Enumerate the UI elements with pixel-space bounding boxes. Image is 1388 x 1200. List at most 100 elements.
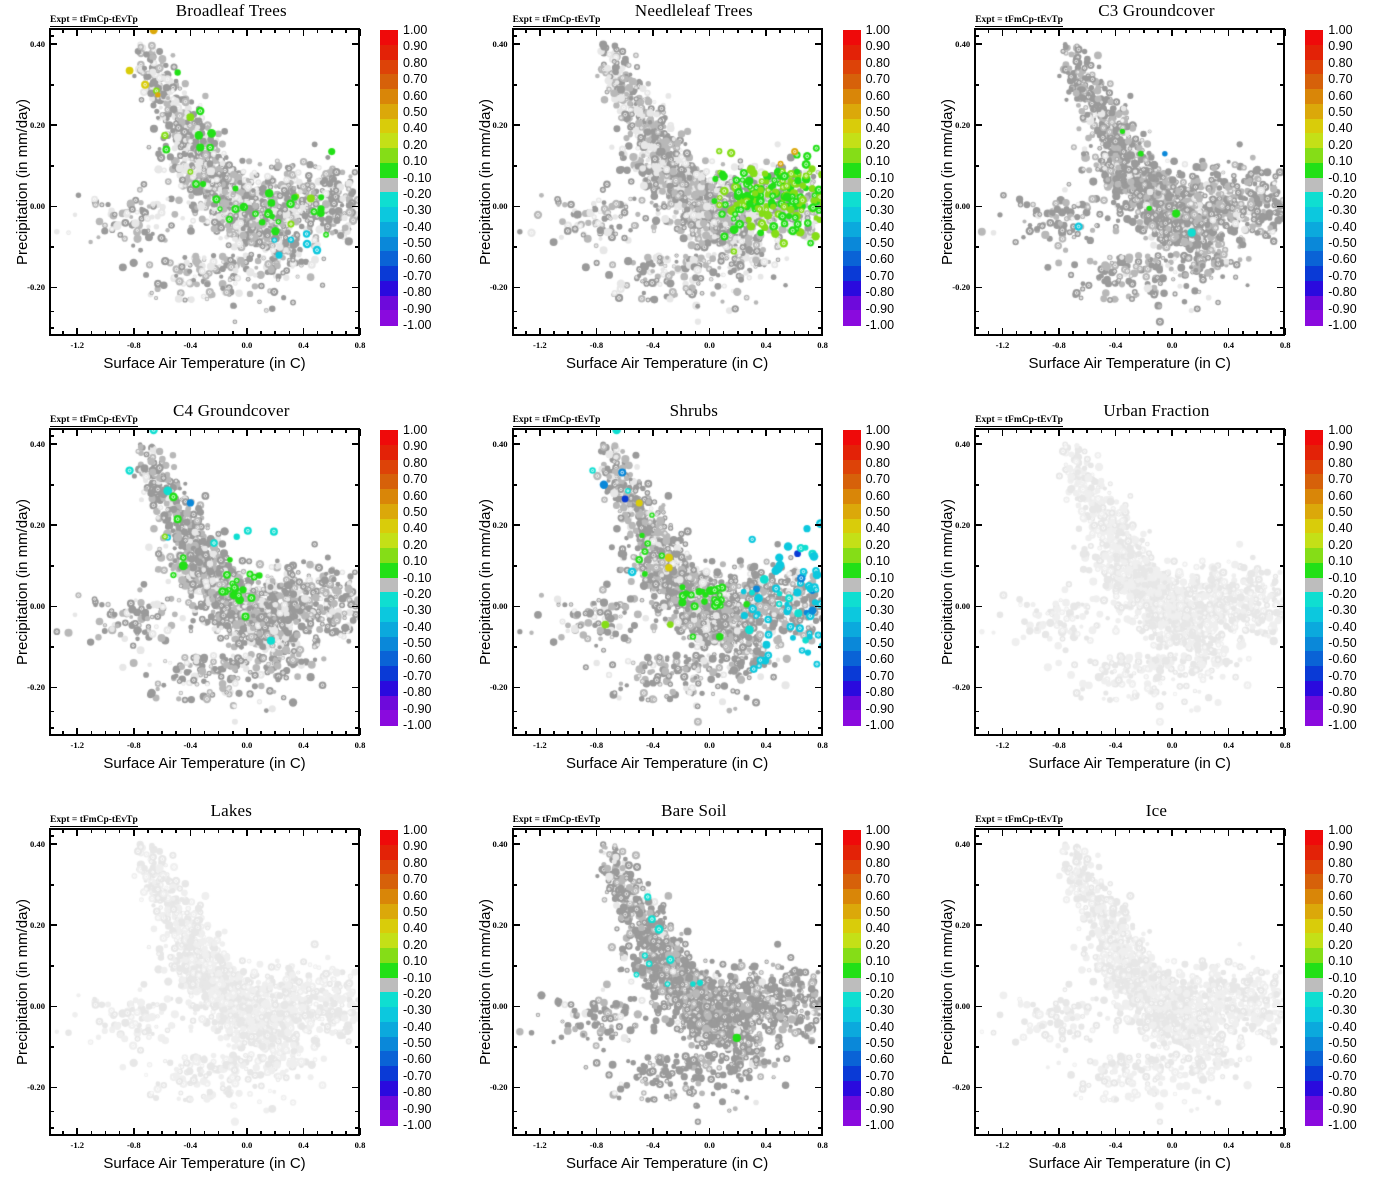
x-tick [161, 829, 163, 833]
y-tick [352, 605, 359, 608]
colorbar-segment [380, 133, 398, 149]
y-tick-label: 0.00 [492, 1001, 508, 1012]
x-tick [203, 331, 206, 335]
x-tick [161, 1131, 163, 1135]
colorbar [380, 430, 398, 726]
colorbar-tick-label: 0.40 [865, 521, 890, 536]
y-tick-label: 0.40 [29, 839, 45, 850]
x-tick [302, 1128, 305, 1135]
x-tick-label: 0.4 [298, 740, 309, 750]
y-tick [1280, 883, 1285, 886]
colorbar-tick-label: 0.70 [403, 72, 428, 87]
x-tick [708, 328, 711, 335]
colorbar-segment [842, 207, 861, 223]
colorbar-segment [1305, 918, 1324, 934]
colorbar-segment [380, 636, 398, 652]
x-tick-label: 0.8 [817, 1140, 828, 1150]
x-tick [147, 829, 149, 833]
colorbar-segment [1305, 948, 1324, 964]
panel-title: C4 Groundcover [173, 401, 290, 420]
x-tick [736, 429, 739, 433]
x-tick [1072, 1131, 1074, 1135]
x-tick [609, 429, 612, 433]
colorbar [842, 30, 861, 326]
colorbar-tick-label: 0.90 [403, 839, 428, 854]
y-axis-title: Precipitation (in mm/day) [476, 99, 494, 265]
x-tick [987, 331, 990, 335]
x-tick [708, 29, 711, 36]
x-tick-label: 0.8 [354, 1140, 366, 1150]
colorbar-segment [842, 221, 861, 238]
x-tick [623, 731, 626, 735]
x-tick [330, 731, 333, 735]
x-tick [1044, 731, 1046, 735]
x-tick [680, 429, 683, 433]
x-tick [652, 29, 654, 36]
colorbar-tick-label: 0.40 [403, 921, 428, 936]
x-tick [1171, 29, 1173, 36]
x-tick [217, 731, 220, 735]
x-tick-label: 0.0 [704, 740, 715, 750]
x-tick [1171, 328, 1173, 335]
colorbar-segment [1305, 133, 1324, 149]
x-tick [1185, 731, 1188, 735]
colorbar-tick-label: 0.40 [1328, 521, 1353, 536]
colorbar-segment [380, 577, 398, 593]
x-tick [1284, 1128, 1286, 1135]
x-tick [736, 29, 739, 33]
x-axis-title: Surface Air Temperature (in C) [1028, 355, 1231, 372]
x-tick [652, 1128, 654, 1135]
x-tick [581, 429, 584, 433]
y-tick [975, 43, 983, 45]
colorbar-tick-label: -0.40 [403, 1019, 432, 1034]
x-tick [147, 731, 149, 735]
x-tick [1044, 1131, 1046, 1135]
colorbar-tick-label: 0.90 [403, 39, 428, 54]
y-tick [817, 246, 822, 248]
x-tick-label: 0.0 [241, 340, 253, 350]
panel-title: C3 Groundcover [1098, 1, 1215, 20]
x-tick [793, 331, 796, 335]
x-tick-label: -0.8 [1052, 740, 1066, 750]
x-tick [1058, 728, 1060, 735]
colorbar-tick-label: -0.90 [1328, 701, 1357, 716]
y-tick [352, 524, 359, 527]
colorbar-tick-label: -0.80 [1328, 285, 1357, 300]
x-tick [553, 331, 555, 335]
x-tick [203, 429, 206, 433]
y-tick [814, 205, 822, 208]
x-tick [1044, 429, 1046, 433]
y-tick [1277, 686, 1285, 689]
x-tick-label: 0.8 [817, 740, 828, 750]
y-tick [50, 310, 54, 313]
y-tick [1280, 727, 1285, 729]
colorbar-segment [1305, 1036, 1324, 1052]
y-tick [975, 1005, 983, 1008]
colorbar-tick-label: -0.50 [403, 636, 432, 651]
x-tick [539, 1128, 541, 1135]
colorbar-tick-label: -0.60 [865, 252, 895, 267]
y-tick-label: 0.20 [955, 920, 971, 931]
x-tick [231, 429, 234, 433]
x-tick [666, 1131, 668, 1135]
y-tick [1277, 605, 1285, 608]
colorbar-segment [1305, 1080, 1324, 1097]
colorbar-tick-label: -1.00 [865, 718, 895, 732]
x-tick [581, 331, 584, 335]
y-axis-title: Precipitation (in mm/day) [939, 499, 957, 665]
x-tick [246, 29, 248, 36]
colorbar [842, 830, 861, 1126]
x-tick [1213, 29, 1216, 33]
colorbar-tick-label: -0.50 [403, 1036, 432, 1051]
colorbar-segment [380, 489, 398, 505]
x-tick-label: 0.8 [1279, 1140, 1291, 1150]
x-tick [1199, 1131, 1202, 1135]
x-tick-label: 0.8 [1279, 740, 1291, 750]
y-axis-title: Precipitation (in mm/day) [14, 99, 31, 265]
x-tick [217, 429, 220, 433]
x-tick [722, 829, 725, 833]
x-tick [1284, 328, 1286, 335]
colorbar-tick-label: 1.00 [403, 823, 428, 837]
colorbar-segment [380, 162, 398, 179]
colorbar-tick-label: 0.20 [403, 937, 428, 952]
